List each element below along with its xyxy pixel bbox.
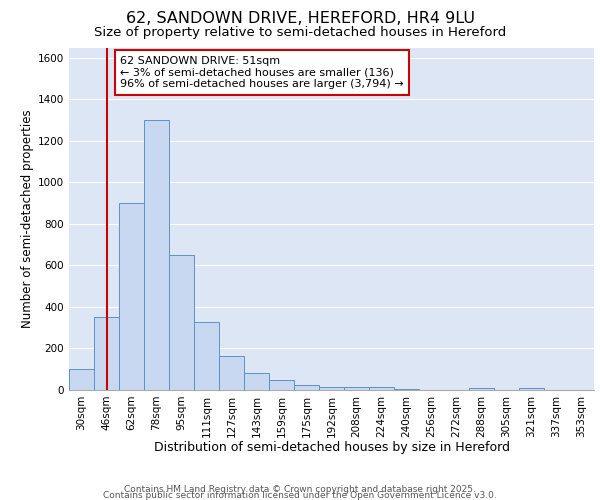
- Bar: [394, 389, 419, 390]
- Bar: [194, 322, 219, 390]
- Bar: [369, 387, 394, 390]
- Bar: [219, 356, 244, 390]
- Bar: [519, 388, 544, 390]
- Bar: [94, 318, 119, 390]
- Bar: [294, 385, 319, 390]
- Text: Contains public sector information licensed under the Open Government Licence v3: Contains public sector information licen…: [103, 491, 497, 500]
- Y-axis label: Number of semi-detached properties: Number of semi-detached properties: [21, 110, 34, 328]
- Bar: [119, 203, 144, 390]
- Text: Size of property relative to semi-detached houses in Hereford: Size of property relative to semi-detach…: [94, 26, 506, 39]
- Bar: [344, 387, 369, 390]
- Bar: [469, 388, 494, 390]
- Bar: [269, 380, 294, 390]
- Text: 62, SANDOWN DRIVE, HEREFORD, HR4 9LU: 62, SANDOWN DRIVE, HEREFORD, HR4 9LU: [125, 11, 475, 26]
- Text: Contains HM Land Registry data © Crown copyright and database right 2025.: Contains HM Land Registry data © Crown c…: [124, 485, 476, 494]
- Bar: [244, 374, 269, 390]
- X-axis label: Distribution of semi-detached houses by size in Hereford: Distribution of semi-detached houses by …: [154, 441, 509, 454]
- Bar: [144, 120, 169, 390]
- Bar: [169, 255, 194, 390]
- Bar: [69, 369, 94, 390]
- Bar: [319, 387, 344, 390]
- Text: 62 SANDOWN DRIVE: 51sqm
← 3% of semi-detached houses are smaller (136)
96% of se: 62 SANDOWN DRIVE: 51sqm ← 3% of semi-det…: [120, 56, 404, 89]
